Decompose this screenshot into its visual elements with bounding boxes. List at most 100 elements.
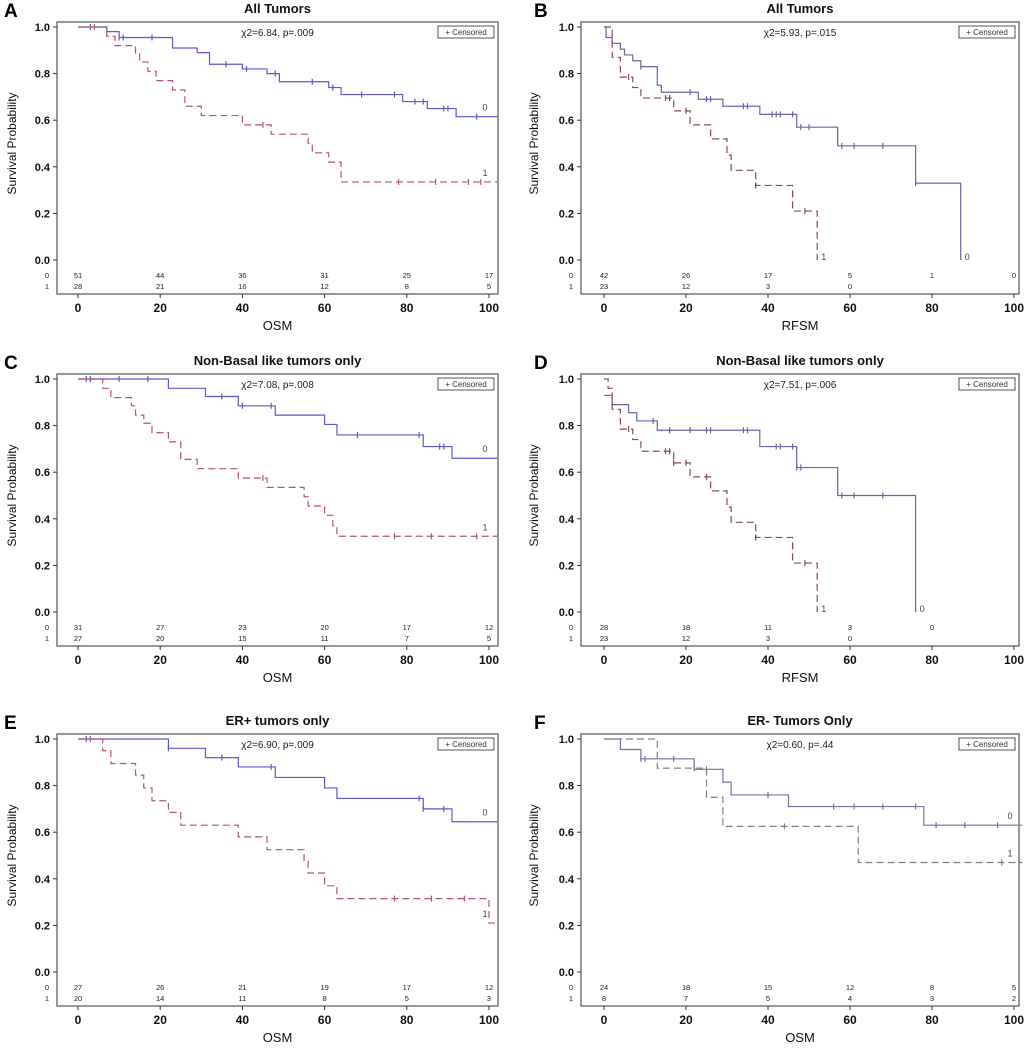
plot-frame (56, 373, 499, 647)
x-tick-label: 80 (925, 1013, 939, 1027)
y-tick-label: 0.6 (559, 827, 574, 839)
legend-box (958, 377, 1016, 391)
risk-count: 14 (156, 994, 164, 1003)
x-tick-label: 60 (318, 653, 332, 667)
x-tick-label: 100 (1004, 1013, 1024, 1027)
risk-count: 5 (1012, 983, 1016, 992)
y-tick-label: 1.0 (35, 374, 50, 386)
test-statistic: χ2=7.51, p=.006 (764, 380, 837, 391)
survival-curve-group-1 (78, 378, 498, 537)
risk-count: 3 (766, 634, 770, 643)
test-statistic: χ2=6.90, p=.009 (241, 740, 314, 751)
survival-curve-group-0 (604, 738, 1023, 826)
risk-count: 17 (403, 983, 411, 992)
y-tick-label: 1.0 (35, 734, 50, 746)
survival-curve-group-0 (78, 378, 498, 459)
curve-end-label: 1 (1007, 848, 1012, 858)
chart-title: All Tumors (244, 1, 311, 16)
risk-count: 27 (156, 623, 164, 632)
risk-count: 5 (848, 271, 852, 280)
risk-group-label: 1 (45, 994, 49, 1003)
y-tick-label: 0.4 (35, 514, 51, 526)
x-tick-label: 20 (679, 1013, 693, 1027)
risk-count: 0 (848, 282, 852, 291)
panel-f: F ER- Tumors Only χ2=0.60, p=.44 + Censored… (527, 713, 1024, 1045)
x-tick-label: 20 (679, 653, 693, 667)
risk-count: 44 (156, 271, 164, 280)
legend-censored: + Censored (445, 28, 487, 37)
x-tick-label: 60 (318, 301, 332, 315)
risk-count: 5 (487, 634, 491, 643)
y-tick-label: 0.0 (35, 255, 50, 267)
y-tick-label: 0.8 (35, 781, 50, 793)
y-tick-label: 0.6 (559, 115, 574, 127)
y-tick-label: 0.4 (559, 514, 575, 526)
risk-count: 1 (930, 271, 934, 280)
risk-count: 17 (764, 271, 772, 280)
curve-end-label: 0 (482, 808, 487, 818)
x-tick-label: 20 (154, 653, 168, 667)
chart-title: Non-Basal like tumors only (716, 353, 884, 368)
x-axis-label: OSM (263, 1030, 293, 1045)
risk-count: 8 (602, 994, 606, 1003)
panel-letter: A (4, 1, 18, 22)
curve-end-label: 0 (920, 604, 925, 614)
y-axis-label: Survival Probability (5, 92, 19, 194)
y-tick-label: 0.6 (35, 827, 50, 839)
risk-group-label: 1 (45, 634, 49, 643)
y-tick-label: 0.2 (35, 920, 50, 932)
legend-censored: + Censored (445, 380, 487, 389)
panel-b: B All Tumors χ2=5.93, p=.015 + Censored 0.0 0… (527, 1, 1024, 333)
risk-count: 3 (766, 282, 770, 291)
y-tick-label: 0.8 (35, 69, 50, 81)
risk-count: 11 (764, 623, 772, 632)
x-axis-label: OSM (263, 318, 293, 333)
panel-d: D Non-Basal like tumors only χ2=7.51, p=.0… (527, 353, 1024, 685)
chart-title: Non-Basal like tumors only (194, 353, 362, 368)
risk-count: 0 (848, 634, 852, 643)
risk-count: 7 (684, 994, 688, 1003)
panel-c: C Non-Basal like tumors only χ2=7.08, p=.0… (4, 353, 499, 685)
x-tick-label: 0 (601, 301, 608, 315)
plot-frame (56, 21, 499, 295)
x-tick-label: 40 (236, 1013, 250, 1027)
y-tick-label: 0.8 (559, 69, 574, 81)
x-tick-label: 40 (236, 653, 250, 667)
survival-curve-group-1 (604, 738, 1023, 864)
survival-curve-group-0 (78, 738, 498, 823)
panel-e: E ER+ tumors only χ2=6.90, p=.009 + Censore… (4, 713, 499, 1045)
x-axis-label: RFSM (782, 318, 819, 333)
curve-end-label: 0 (965, 252, 970, 262)
x-tick-label: 20 (679, 301, 693, 315)
risk-count: 23 (238, 623, 246, 632)
risk-group-label: 1 (45, 282, 49, 291)
x-tick-label: 0 (75, 1013, 82, 1027)
risk-count: 8 (930, 983, 934, 992)
y-tick-label: 0.2 (559, 208, 574, 220)
y-tick-label: 0.6 (35, 115, 50, 127)
risk-count: 5 (405, 994, 409, 1003)
curve-end-label: 0 (482, 444, 487, 454)
x-tick-label: 40 (761, 653, 775, 667)
risk-count: 51 (74, 271, 82, 280)
risk-count: 12 (846, 983, 854, 992)
risk-count: 20 (156, 634, 164, 643)
legend-censored: + Censored (966, 28, 1008, 37)
curve-end-label: 0 (1007, 811, 1012, 821)
risk-count: 15 (764, 983, 772, 992)
y-tick-label: 0.4 (559, 874, 575, 886)
risk-count: 12 (485, 623, 493, 632)
survival-curve-group-0 (78, 26, 498, 118)
risk-group-label: 1 (569, 282, 573, 291)
y-tick-label: 0.2 (559, 560, 574, 572)
legend-box (958, 25, 1016, 39)
risk-group-label: 0 (569, 271, 573, 280)
y-tick-label: 0.2 (559, 920, 574, 932)
x-tick-label: 80 (400, 1013, 414, 1027)
y-tick-label: 0.6 (559, 467, 574, 479)
x-axis-label: OSM (785, 1030, 815, 1045)
y-tick-label: 0.2 (35, 208, 50, 220)
y-tick-label: 1.0 (559, 374, 574, 386)
panel-letter: E (4, 713, 17, 734)
curve-end-label: 1 (821, 604, 826, 614)
